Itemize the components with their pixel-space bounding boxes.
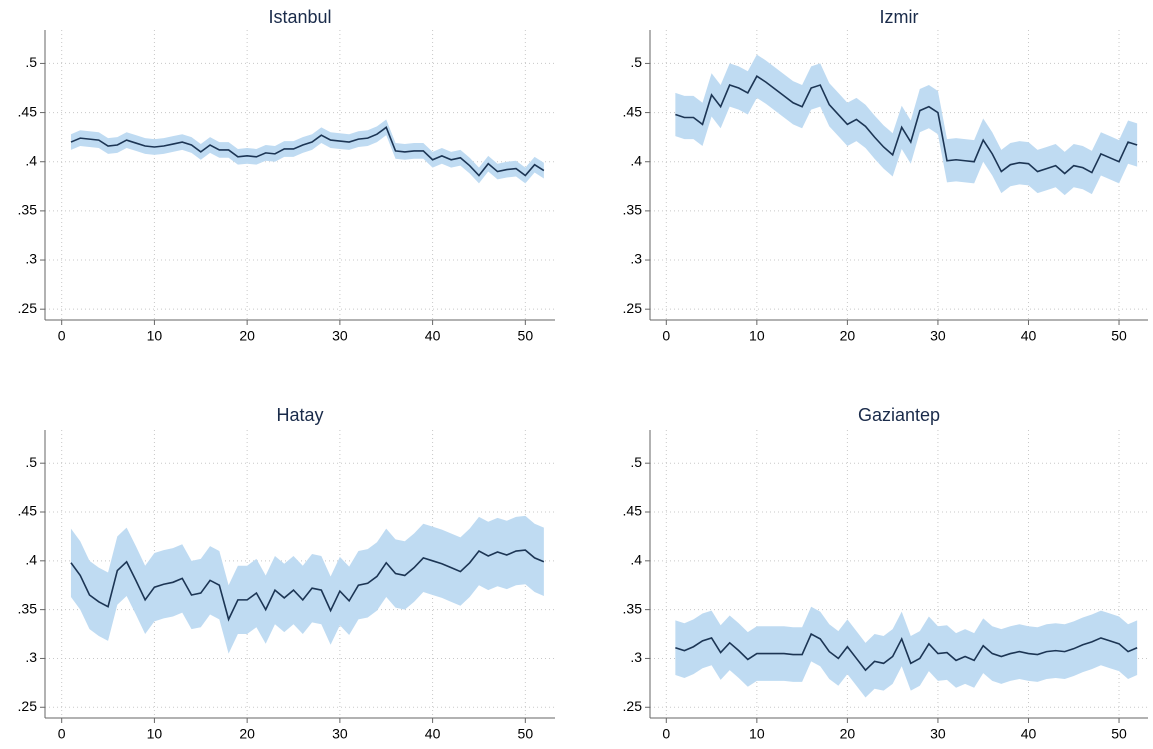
x-tick-label: 10	[749, 328, 765, 344]
y-tick-label: .25	[18, 698, 38, 714]
x-tick-label: 40	[1021, 726, 1037, 742]
y-tick-label: .4	[630, 152, 642, 168]
x-tick-label: 30	[930, 328, 946, 344]
y-tick-label: .5	[630, 54, 642, 70]
y-tick-label: .35	[623, 202, 643, 218]
confidence-band	[70, 119, 544, 184]
x-tick-label: 30	[332, 328, 348, 344]
x-tick-label: 50	[518, 726, 534, 742]
y-tick-label: .4	[630, 552, 642, 568]
x-tick-label: 0	[58, 328, 66, 344]
x-tick-label: 0	[662, 328, 670, 344]
x-tick-label: 10	[147, 726, 163, 742]
x-tick-label: 50	[1111, 726, 1127, 742]
y-tick-label: .35	[18, 202, 38, 218]
y-tick-label: .45	[623, 103, 643, 119]
x-tick-label: 20	[840, 328, 856, 344]
confidence-band	[675, 54, 1138, 196]
y-tick-label: .25	[623, 300, 643, 316]
y-tick-label: .45	[18, 503, 38, 519]
y-tick-label: .5	[25, 54, 37, 70]
x-tick-label: 20	[840, 726, 856, 742]
line	[675, 75, 1138, 175]
x-tick-label: 40	[425, 726, 441, 742]
chart-title: Hatay	[276, 405, 323, 425]
y-tick-label: .35	[18, 600, 38, 616]
chart-title: Gaziantep	[858, 405, 940, 425]
x-tick-label: 10	[749, 726, 765, 742]
x-tick-label: 20	[239, 328, 255, 344]
line	[70, 126, 545, 177]
x-tick-label: 30	[332, 726, 348, 742]
y-tick-label: .25	[623, 698, 643, 714]
y-tick-label: .3	[25, 251, 37, 267]
chart-title: Izmir	[880, 7, 919, 27]
y-tick-label: .3	[25, 649, 37, 665]
y-tick-label: .3	[630, 649, 642, 665]
y-tick-label: .5	[630, 454, 642, 470]
x-tick-label: 10	[147, 328, 163, 344]
chart-title: Istanbul	[268, 7, 331, 27]
y-tick-label: .45	[623, 503, 643, 519]
y-tick-label: .4	[25, 152, 37, 168]
x-tick-label: 0	[662, 726, 670, 742]
y-tick-label: .35	[623, 600, 643, 616]
line	[70, 549, 545, 622]
x-tick-label: 40	[1021, 328, 1037, 344]
confidence-band	[70, 515, 544, 654]
y-tick-label: .25	[18, 300, 38, 316]
x-tick-label: 30	[930, 726, 946, 742]
y-tick-label: .3	[630, 251, 642, 267]
y-tick-label: .4	[25, 552, 37, 568]
line	[675, 632, 1138, 672]
y-tick-label: .45	[18, 103, 38, 119]
x-tick-label: 50	[518, 328, 534, 344]
x-tick-label: 0	[58, 726, 66, 742]
x-tick-label: 20	[239, 726, 255, 742]
x-tick-label: 50	[1111, 328, 1127, 344]
x-tick-label: 40	[425, 328, 441, 344]
y-tick-label: .5	[25, 454, 37, 470]
